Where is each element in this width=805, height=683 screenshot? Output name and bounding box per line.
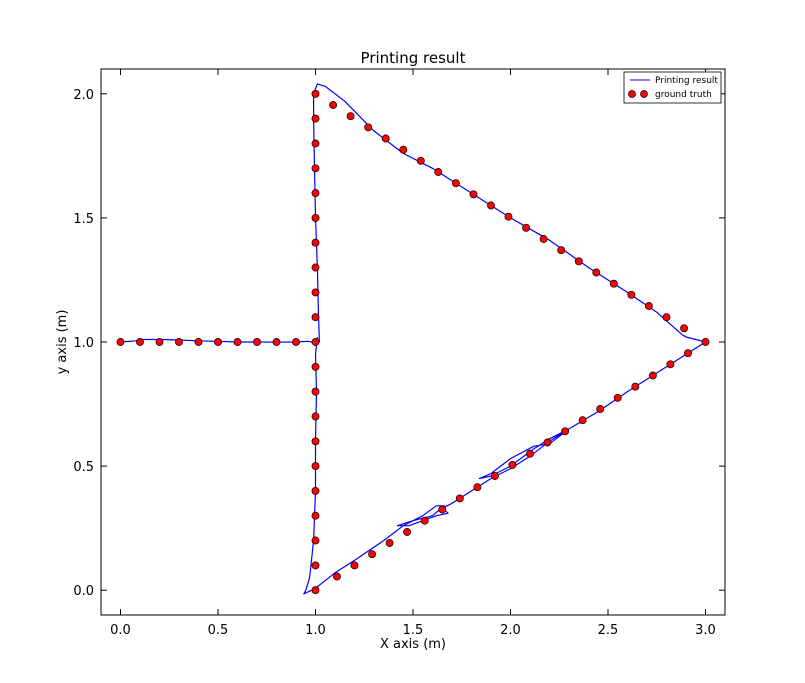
ground-truth-point — [333, 572, 341, 581]
ground-truth-point — [175, 338, 183, 346]
ground-truth-point — [578, 416, 587, 425]
ground-truth-point — [490, 472, 499, 480]
y-tick-label: 1.5 — [73, 212, 94, 227]
axis-ticks: 0.0 0.5 1.0 1.5 2.0 2.5 3.0 0.0 0.5 1.0 1.5 2.0 — [73, 69, 725, 638]
ground-truth-point — [346, 112, 355, 121]
ground-truth-point — [451, 179, 460, 188]
ground-truth-point — [214, 338, 222, 346]
ground-truth-point — [627, 290, 636, 299]
ground-truth-point — [311, 561, 320, 570]
legend-label-printing-result: Printing result — [655, 76, 718, 86]
ground-truth-point — [644, 302, 653, 310]
ground-truth-point — [420, 516, 429, 525]
ground-truth-point — [311, 437, 320, 446]
ground-truth-point — [155, 338, 164, 346]
ground-truth-point — [680, 324, 689, 333]
ground-truth-point — [469, 190, 478, 199]
y-tick-label: 1.0 — [73, 336, 94, 351]
x-tick-label: 2.5 — [598, 623, 619, 638]
ground-truth-point — [609, 279, 618, 288]
ground-truth-point — [381, 134, 390, 143]
ground-truth-point — [311, 586, 320, 595]
ground-truth-point — [508, 460, 517, 469]
ground-truth-point — [311, 288, 320, 297]
ground-truth-point — [399, 145, 408, 154]
x-tick-label: 1.5 — [403, 623, 424, 638]
x-axis-label: X axis (m) — [380, 637, 446, 652]
ground-truth-point — [504, 212, 513, 221]
y-axis-label: y axis (m) — [55, 310, 70, 375]
legend-marker-swatch — [628, 90, 636, 98]
ground-truth-point — [455, 494, 464, 503]
ground-truth-point — [311, 238, 320, 247]
ground-truth-point — [311, 213, 320, 222]
ground-truth-point — [368, 550, 377, 559]
ground-truth-point — [253, 338, 261, 346]
ground-truth-point — [350, 561, 359, 570]
ground-truth-point — [596, 405, 605, 413]
ground-truth-point — [311, 89, 320, 98]
ground-truth-point — [311, 189, 320, 198]
ground-truth-point — [233, 338, 242, 346]
y-tick-label: 2.0 — [73, 88, 94, 103]
legend-frame — [623, 71, 722, 104]
ground-truth-point — [311, 362, 320, 371]
ground-truth-point — [311, 313, 320, 322]
ground-truth-point — [385, 539, 394, 547]
ground-truth-point — [631, 382, 640, 391]
chart-title: Printing result — [361, 49, 466, 67]
legend-label-ground-truth: ground truth — [655, 90, 712, 100]
x-tick-label: 0.0 — [110, 623, 131, 638]
ground-truth-point — [666, 360, 675, 369]
ground-truth-point — [522, 223, 531, 232]
ground-truth-point — [684, 349, 692, 358]
ground-truth-point — [543, 438, 552, 447]
ground-truth-point — [416, 156, 425, 165]
ground-truth-point — [311, 338, 320, 346]
ground-truth-point — [311, 387, 320, 396]
ground-truth-point — [272, 338, 281, 346]
ground-truth-point — [311, 462, 320, 471]
ground-truth-point — [613, 393, 622, 402]
ground-truth-point — [116, 338, 125, 346]
x-tick-label: 3.0 — [695, 623, 716, 638]
x-tick-label: 1.0 — [305, 623, 326, 638]
ground-truth-point — [292, 338, 300, 346]
ground-truth-point — [311, 114, 320, 123]
ground-truth-point — [311, 164, 320, 173]
ground-truth-point — [701, 338, 710, 346]
ground-truth-point — [311, 412, 320, 421]
ground-truth-point — [136, 338, 144, 346]
x-tick-label: 2.0 — [500, 623, 521, 638]
ground-truth-point — [473, 483, 482, 492]
ground-truth-point — [648, 371, 657, 380]
y-tick-label: 0.0 — [73, 584, 94, 599]
ground-truth-point — [403, 527, 412, 536]
ground-truth-point — [311, 139, 320, 148]
ground-truth-point — [434, 168, 443, 176]
ground-truth-point — [539, 235, 548, 243]
series-printing-result-line — [120, 83, 707, 595]
ground-truth-point — [311, 486, 320, 495]
ground-truth-point — [311, 263, 320, 272]
ground-truth-point — [438, 505, 447, 514]
ground-truth-point — [662, 313, 671, 322]
ground-truth-point — [526, 449, 534, 458]
ground-truth-point — [329, 101, 338, 109]
x-tick-label: 0.5 — [208, 623, 229, 638]
legend-marker-swatch — [640, 90, 648, 98]
ground-truth-point — [557, 246, 566, 255]
ground-truth-point — [561, 427, 570, 436]
ground-truth-point — [311, 511, 320, 520]
ground-truth-point — [311, 536, 320, 545]
ground-truth-point — [364, 123, 373, 132]
ground-truth-point — [194, 338, 203, 346]
ground-truth-point — [592, 268, 601, 277]
y-tick-label: 0.5 — [73, 460, 94, 475]
ground-truth-point — [574, 257, 583, 266]
plot-area — [116, 83, 710, 595]
ground-truth-point — [487, 201, 495, 210]
legend: Printing result ground truth — [623, 71, 722, 104]
